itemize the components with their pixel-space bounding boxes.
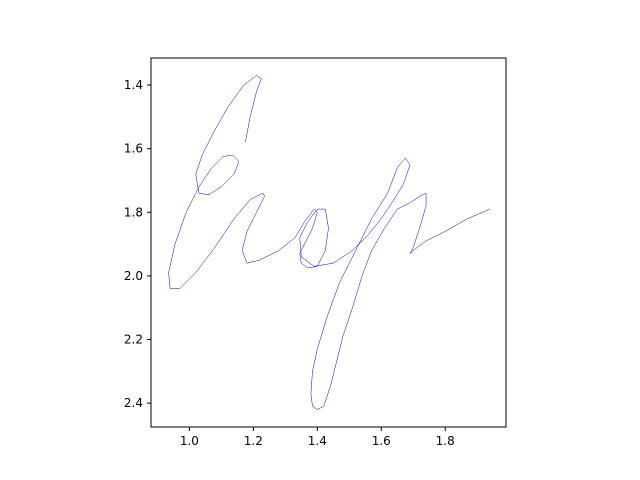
y-tick-label: 1.4 (124, 78, 143, 92)
x-tick-label: 1.0 (180, 434, 199, 448)
plot-area (168, 75, 491, 410)
x-tick-label: 1.8 (436, 434, 455, 448)
series-line-handwriting (168, 75, 491, 410)
y-tick-label: 2.4 (124, 396, 143, 410)
x-tick-label: 1.2 (244, 434, 263, 448)
x-axis: 1.0 1.2 1.4 1.6 1.8 (180, 427, 455, 448)
y-tick-label: 2.0 (124, 269, 143, 283)
y-tick-label: 1.8 (124, 205, 143, 219)
y-axis: 1.4 1.6 1.8 2.0 2.2 2.4 (124, 78, 151, 410)
axes-frame (150, 57, 507, 428)
y-tick-label: 2.2 (124, 333, 143, 347)
x-tick-label: 1.4 (308, 434, 327, 448)
x-tick-label: 1.6 (372, 434, 391, 448)
y-tick-label: 1.6 (124, 142, 143, 156)
